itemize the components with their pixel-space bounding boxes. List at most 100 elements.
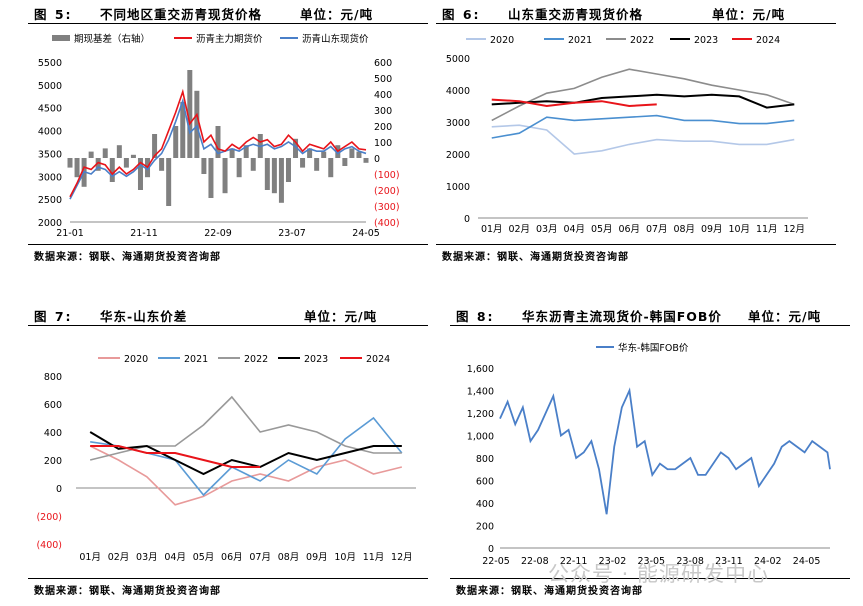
fig8-title: 华东沥青主流现货价-韩国FOB价 — [522, 309, 722, 324]
fig6-x-tick-10: 11月 — [756, 224, 778, 235]
fig6-title: 山东重交沥青现货价格 — [508, 7, 644, 22]
fig5-yright-tick-8: (200) — [374, 186, 400, 197]
fig7-x-tick-2: 03月 — [136, 552, 158, 563]
fig5-basis-bar — [137, 158, 143, 190]
fig5-line-shandong — [69, 97, 367, 200]
fig7-y-tick-3: 200 — [44, 456, 62, 467]
fig5-basis-bar — [201, 158, 207, 174]
fig5-number: 图 5: — [34, 7, 73, 22]
fig8-x-tick-2: 22-11 — [560, 556, 588, 567]
fig6-legend-label-1: 2021 — [568, 35, 592, 46]
fig5-line-futures — [69, 88, 367, 198]
fig6-x-tick-3: 04月 — [563, 224, 585, 235]
fig6-line-2020 — [491, 124, 795, 155]
fig6-line-2024 — [491, 98, 657, 108]
fig6-y-tick-1: 1000 — [446, 182, 470, 193]
fig5-basis-bar — [109, 158, 115, 182]
fig7-source: 数据来源：钢联、海通期货投资咨询部 — [28, 578, 428, 597]
fig6-header: 图 6: 山东重交沥青现货价格 单位：元/吨 — [436, 0, 836, 24]
fig6-panel: 图 6: 山东重交沥青现货价格 单位：元/吨 2020 2021 2022 2023 2… — [436, 0, 836, 268]
fig6-y-tick-4: 4000 — [446, 86, 470, 97]
fig7-x-tick-11: 12月 — [391, 552, 413, 563]
fig5-basis-bar — [363, 158, 369, 163]
fig5-basis-bar — [208, 158, 214, 198]
fig5-yright-tick-7: (100) — [374, 170, 400, 181]
fig6-x-tick-7: 08月 — [673, 224, 695, 235]
fig5-basis-bar — [194, 90, 200, 158]
fig8-y-tick-7: 200 — [476, 522, 494, 533]
fig7-legend-label-2: 2022 — [244, 354, 268, 365]
fig7-legend-label-1: 2021 — [184, 354, 208, 365]
fig7-chart: 2020 2021 2022 2023 2024 800 600 400 200 0 (200) (4… — [36, 354, 416, 563]
fig5-basis-bar — [180, 102, 186, 158]
fig5-basis-bar — [222, 158, 228, 194]
fig6-y-tick-5: 5000 — [446, 54, 470, 65]
fig7-unit: 单位：元/吨 — [304, 309, 378, 324]
fig8-y-tick-2: 1,200 — [467, 409, 494, 420]
fig8-y-tick-5: 600 — [476, 477, 494, 488]
fig6-x-tick-6: 07月 — [646, 224, 668, 235]
fig7-line-2024 — [90, 445, 261, 468]
fig5-yleft-tick-2: 3000 — [38, 172, 62, 183]
fig8-number: 图 8: — [456, 309, 495, 324]
fig7-x-tick-3: 04月 — [164, 552, 186, 563]
fig5-basis-bar — [159, 158, 165, 171]
fig5-yright-tick-2: 400 — [374, 90, 392, 101]
fig5-x-tick-3: 23-07 — [278, 228, 306, 239]
fig6-legend-label-3: 2023 — [694, 35, 718, 46]
fig5-unit: 单位：元/吨 — [300, 7, 374, 22]
fig5-basis-bar — [250, 158, 256, 171]
fig5-basis-bar — [67, 158, 73, 168]
fig5-basis-bar — [307, 148, 313, 158]
fig7-x-tick-1: 02月 — [108, 552, 130, 563]
fig5-x-tick-4: 24-05 — [352, 228, 380, 239]
fig5-basis-bar — [236, 158, 242, 178]
fig8-x-tick-6: 23-11 — [715, 556, 743, 567]
fig7-y-tick-6: (400) — [36, 540, 62, 551]
fig7-x-tick-6: 07月 — [249, 552, 271, 563]
fig6-x-tick-0: 01月 — [481, 224, 503, 235]
fig5-basis-bar — [328, 158, 334, 178]
fig8-x-tick-8: 24-05 — [793, 556, 821, 567]
fig6-y-tick-2: 2000 — [446, 150, 470, 161]
fig7-number: 图 7: — [34, 309, 73, 324]
fig8-legend-label: 华东-韩国FOB价 — [618, 342, 689, 354]
fig6-source: 数据来源：钢联、海通期货投资咨询部 — [436, 244, 836, 263]
fig6-x-tick-4: 05月 — [591, 224, 613, 235]
fig5-chart: 期现基差（右轴） 沥青主力期货价 沥青山东现货价200025003000350040… — [38, 33, 400, 239]
fig5-header: 图 5: 不同地区重交沥青现货价格 单位：元/吨 — [28, 0, 428, 24]
fig8-y-tick-4: 800 — [476, 454, 494, 465]
fig5-yleft-tick-0: 2000 — [38, 218, 62, 229]
fig6-legend-label-4: 2024 — [756, 35, 780, 46]
fig5-basis-bar — [356, 151, 362, 158]
fig5-basis-bar — [102, 148, 108, 158]
fig5-basis-bar — [243, 145, 249, 158]
fig6-x-tick-11: 12月 — [783, 224, 805, 235]
fig7-x-tick-10: 11月 — [363, 552, 385, 563]
fig5-source: 数据来源：钢联、海通期货投资咨询部 — [28, 244, 428, 263]
fig6-line-2023 — [491, 93, 795, 109]
fig5-x-tick-2: 22-09 — [204, 228, 232, 239]
fig8-x-tick-4: 23-05 — [637, 556, 665, 567]
fig5-basis-bar — [285, 158, 291, 182]
fig6-y-tick-0: 0 — [464, 214, 470, 225]
fig5-basis-bar — [264, 158, 270, 190]
fig7-x-tick-5: 06月 — [221, 552, 243, 563]
fig7-legend-label-4: 2024 — [366, 354, 390, 365]
fig5-yright-tick-4: 200 — [374, 122, 392, 133]
fig7-panel: 图 7: 华东-山东价差 单位：元/吨 2020 2021 2022 2023 2024… — [28, 302, 428, 602]
fig8-header: 图 8: 华东沥青主流现货价-韩国FOB价 单位：元/吨 — [450, 302, 850, 326]
fig5-legend-label-1: 沥青主力期货价 — [196, 33, 263, 45]
fig6-number: 图 6: — [442, 7, 481, 22]
fig7-y-tick-2: 400 — [44, 428, 62, 439]
fig5-yleft-tick-6: 5000 — [38, 81, 62, 92]
fig5-basis-bar — [271, 158, 277, 194]
fig5-yleft-tick-7: 5500 — [38, 58, 62, 69]
fig5-basis-bar — [88, 151, 94, 158]
fig5-basis-bar — [152, 134, 158, 158]
fig5-basis-bar — [293, 138, 299, 158]
fig6-x-tick-5: 06月 — [618, 224, 640, 235]
fig7-header: 图 7: 华东-山东价差 单位：元/吨 — [28, 302, 428, 326]
fig6-line-2022 — [491, 68, 795, 122]
fig5-yright-tick-0: 600 — [374, 58, 392, 69]
